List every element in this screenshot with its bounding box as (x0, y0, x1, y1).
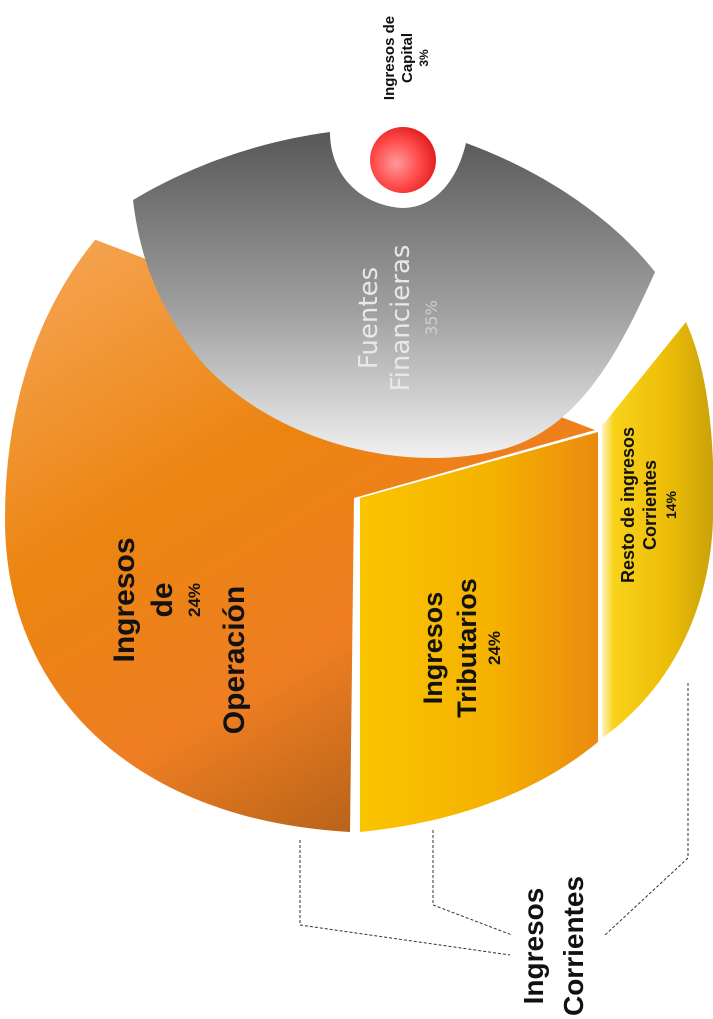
slice-ingresos-de-capital (370, 127, 436, 193)
label-line: Resto de ingresos (618, 427, 638, 583)
group-label-line: Ingresos (518, 888, 549, 1005)
slice-ingresos-tributarios (360, 432, 598, 832)
label-pct: 24% (485, 631, 504, 665)
label-line: Tributarios (452, 578, 482, 718)
label-ingresos-de-operacion: Ingresos de Operación 24% (108, 537, 251, 734)
group-label-line: Corrientes (558, 876, 589, 1016)
label-line: Ingresos de (381, 16, 398, 100)
label-ingresos-tributarios: Ingresos Tributarios 24% (418, 578, 504, 718)
label-pct: 3% (417, 49, 431, 67)
label-line: Fuentes (354, 267, 384, 369)
label-line: Capital (399, 33, 416, 83)
label-fuentes-financieras: Fuentes Financieras 35% (354, 245, 441, 392)
group-connector-resto (604, 683, 689, 936)
group-label-ingresos-corrientes: Ingresos Corrientes (518, 876, 589, 1016)
label-pct: 14% (663, 490, 679, 519)
group-connector-tributarios (432, 830, 513, 936)
slice-fuentes-financieras (133, 132, 655, 458)
label-pct: 24% (185, 583, 204, 617)
label-line: Ingresos (108, 537, 141, 662)
label-ingresos-de-capital: Ingresos de Capital 3% (381, 16, 431, 100)
label-line: Operación (218, 586, 251, 734)
group-connector-operacion (299, 840, 511, 956)
label-pct: 35% (422, 300, 441, 336)
label-line: de (146, 582, 179, 617)
label-resto-de-ingresos-corrientes: Resto de ingresos Corrientes 14% (618, 427, 679, 583)
label-line: Ingresos (418, 592, 448, 705)
label-line: Financieras (386, 245, 416, 392)
slice-resto-de-ingresos-corrientes (602, 322, 713, 738)
label-line: Corrientes (640, 460, 660, 550)
